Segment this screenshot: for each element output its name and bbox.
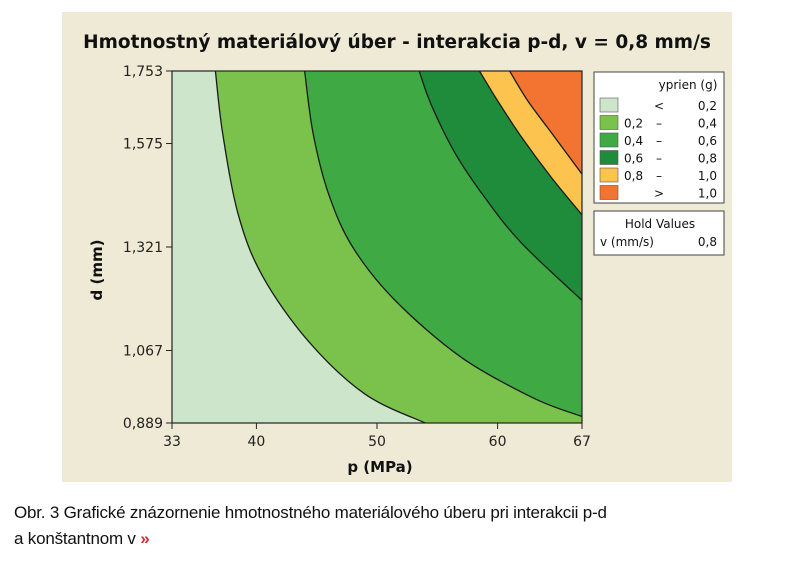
legend-sep: < — [654, 99, 664, 113]
x-tick-label: 67 — [573, 434, 591, 450]
x-tick-label: 50 — [368, 434, 386, 450]
y-axis-label: d (mm) — [88, 240, 106, 301]
y-tick-label: 1,575 — [123, 137, 163, 153]
contour-band-gt-1-0 — [509, 71, 582, 175]
contour-line — [304, 71, 582, 418]
legend-sep: > — [654, 187, 664, 201]
legend-low: 0,6 — [624, 152, 643, 166]
y-tick-label: 0,889 — [123, 416, 163, 432]
hold-values-frame — [593, 210, 725, 256]
contour-chart: Hmotnostný materiálový úber - interakcia… — [83, 32, 725, 476]
legend-swatch — [599, 150, 619, 165]
chart-title: Hmotnostný materiálový úber - interakcia… — [83, 32, 711, 53]
legend-swatch — [599, 115, 619, 130]
legend-high: 1,0 — [698, 169, 717, 183]
legend-high: 0,4 — [698, 117, 717, 131]
legend-low: 0,2 — [624, 117, 643, 131]
legend-swatch — [599, 97, 619, 113]
contour-line — [418, 71, 582, 301]
hold-values-title: Hold Values — [625, 217, 695, 231]
legend-high: 0,6 — [698, 134, 717, 148]
contour-line — [214, 71, 426, 423]
y-tick-label: 1,321 — [123, 240, 163, 256]
legend-high: 1,0 — [698, 187, 717, 201]
caption-line-2: a konštantnom v — [14, 529, 136, 548]
caption-arrow: » — [140, 529, 150, 548]
legend: yprien (g)< 0,20,2–0,40,4–0,60,6–0,80,8–1… — [593, 71, 725, 204]
x-tick-label: 60 — [489, 434, 507, 450]
legend-swatch — [599, 132, 619, 148]
chart-figure: Hmotnostný materiálový úber - interakcia… — [62, 12, 732, 482]
legend-high: 0,8 — [698, 152, 717, 166]
legend-low: 0,4 — [624, 134, 643, 148]
axes: 33 40 50 60 67 0,889 1,067 1,321 1,575 1,753 — [123, 64, 591, 450]
contour-line — [509, 71, 582, 175]
legend-sep: – — [656, 117, 662, 131]
y-tick-label: 1,753 — [123, 64, 163, 80]
x-tick-label: 33 — [163, 434, 181, 450]
legend-swatch — [599, 167, 619, 183]
hold-variable: v (mm/s) — [600, 235, 654, 249]
legend-sep: – — [656, 134, 662, 148]
x-axis-label: p (MPa) — [347, 458, 412, 476]
x-tick-label: 40 — [247, 434, 265, 450]
legend-high: 0,2 — [698, 99, 717, 113]
legend-low: 0,8 — [624, 169, 643, 183]
hold-value: 0,8 — [698, 235, 717, 249]
legend-swatch — [599, 185, 619, 200]
plot-area — [172, 71, 582, 423]
caption-line-1: Obr. 3 Grafické znázornenie hmotnostného… — [14, 503, 607, 522]
hold-values-box: Hold Values v (mm/s) 0,8 — [593, 210, 725, 256]
contour-line — [478, 71, 582, 216]
legend-sep: – — [656, 152, 662, 166]
legend-title: yprien (g) — [659, 78, 718, 92]
legend-sep: – — [656, 169, 662, 183]
y-tick-label: 1,067 — [123, 343, 163, 359]
figure-caption: Obr. 3 Grafické znázornenie hmotnostného… — [14, 500, 784, 552]
